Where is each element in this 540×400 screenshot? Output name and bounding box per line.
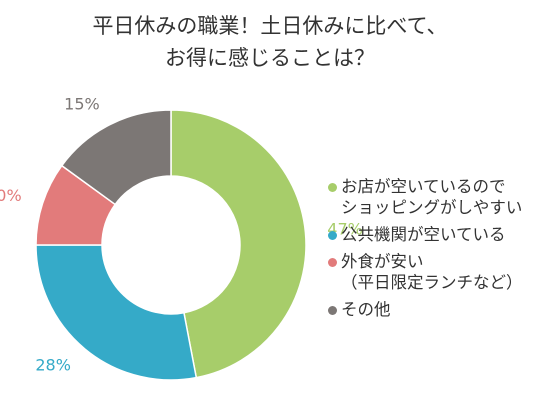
slice-shopping [170, 109, 307, 379]
legend-label-shopping: お店が空いているので ショッピングがしやすい [341, 177, 523, 217]
legend-swatch-shopping [328, 183, 337, 192]
slice-public [35, 244, 198, 381]
chart-legend: お店が空いているので ショッピングがしやすい 公共機関が空いている 外食が安い … [328, 176, 538, 326]
legend-item-shopping: お店が空いているので ショッピングがしやすい [328, 176, 538, 218]
legend-label-public: 公共機関が空いている [341, 225, 506, 244]
data-label-lunch: 10% [0, 186, 22, 205]
data-label-other: 15% [64, 95, 100, 114]
slice-other [60, 109, 172, 206]
data-label-public: 28% [35, 355, 71, 374]
legend-item-other: その他 [328, 299, 538, 320]
legend-label-other: その他 [341, 300, 391, 319]
legend-swatch-other [328, 306, 337, 315]
legend-item-public: 公共機関が空いている [328, 224, 538, 245]
chart-title-line-2: お得に感じることは？ [165, 46, 375, 70]
chart-title: 平日休みの職業！土日休みに比べて、 お得に感じることは？ [0, 10, 540, 74]
legend-label-lunch: 外食が安い （平日限定ランチなど） [341, 252, 523, 292]
legend-swatch-public [328, 231, 337, 240]
chart-title-line-1: 平日休みの職業！土日休みに比べて、 [92, 14, 448, 38]
legend-swatch-lunch [328, 258, 337, 267]
legend-item-lunch: 外食が安い （平日限定ランチなど） [328, 251, 538, 293]
